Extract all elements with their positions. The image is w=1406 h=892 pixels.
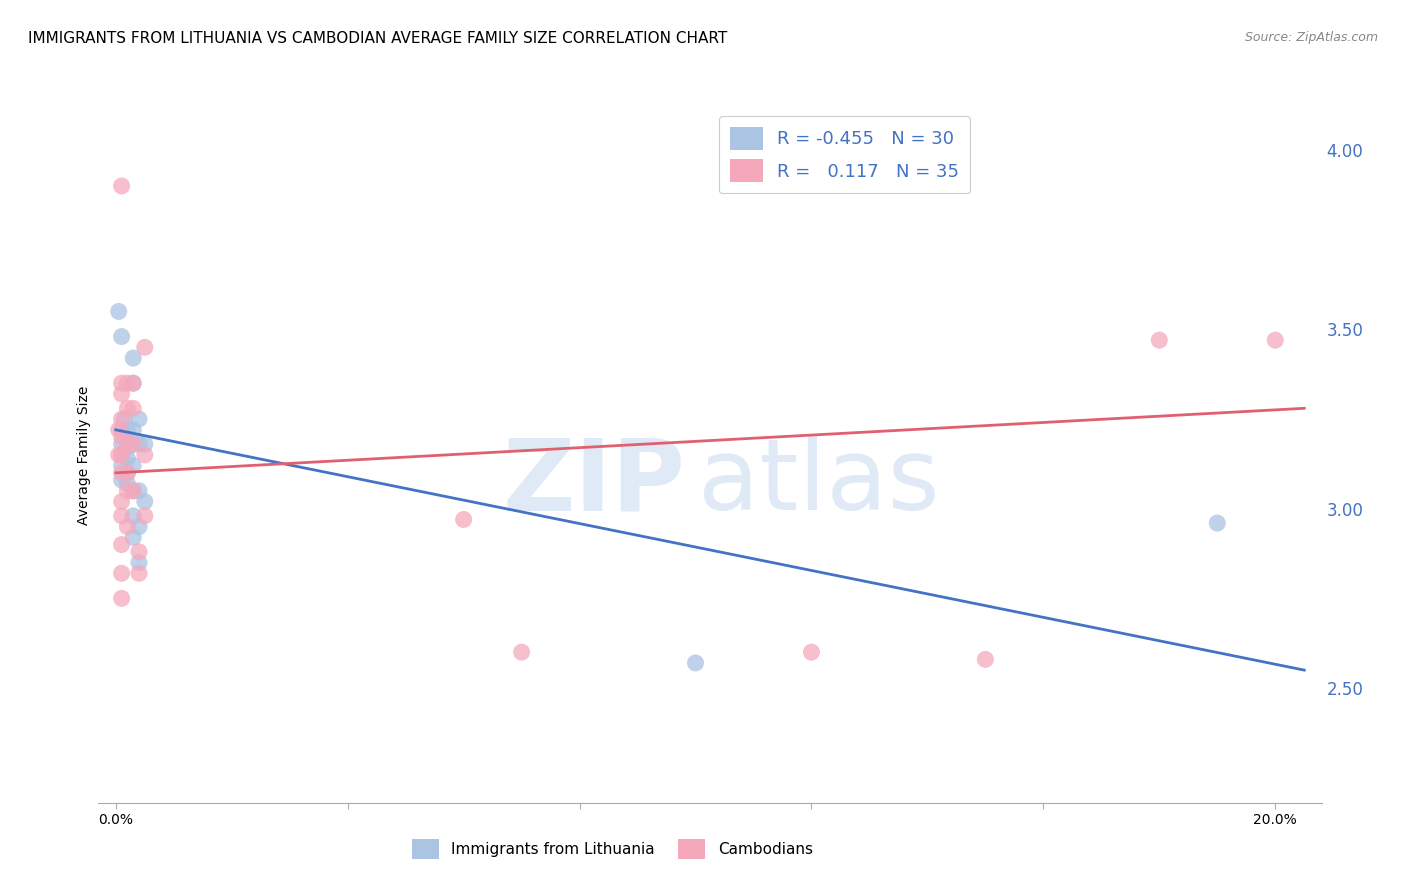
Point [117, 466, 139, 480]
Point [128, 437, 150, 451]
Point [134, 494, 156, 508]
Point [1206, 516, 1229, 530]
Point [117, 466, 139, 480]
Point [122, 437, 145, 451]
Point [128, 556, 150, 570]
Point [510, 645, 533, 659]
Point [122, 483, 145, 498]
Text: atlas: atlas [697, 434, 939, 532]
Point [107, 423, 129, 437]
Point [128, 519, 150, 533]
Point [453, 512, 475, 526]
Point [134, 437, 156, 451]
Point [110, 412, 132, 426]
Point [110, 178, 132, 193]
Point [974, 652, 997, 666]
Point [117, 476, 139, 491]
Point [1264, 333, 1286, 347]
Point [134, 340, 156, 354]
Point [122, 437, 145, 451]
Point [1149, 333, 1171, 347]
Legend: Immigrants from Lithuania, Cambodians: Immigrants from Lithuania, Cambodians [405, 833, 818, 864]
Point [117, 401, 139, 416]
Point [110, 458, 132, 473]
Point [117, 483, 139, 498]
Point [110, 430, 132, 444]
Text: IMMIGRANTS FROM LITHUANIA VS CAMBODIAN AVERAGE FAMILY SIZE CORRELATION CHART: IMMIGRANTS FROM LITHUANIA VS CAMBODIAN A… [28, 31, 727, 46]
Point [800, 645, 823, 659]
Text: ZIP: ZIP [503, 434, 686, 532]
Point [117, 376, 139, 391]
Point [122, 423, 145, 437]
Point [110, 448, 132, 462]
Point [122, 376, 145, 391]
Point [110, 466, 132, 480]
Point [128, 566, 150, 581]
Point [134, 448, 156, 462]
Point [122, 508, 145, 523]
Point [134, 508, 156, 523]
Point [685, 656, 707, 670]
Point [107, 304, 129, 318]
Point [110, 437, 132, 451]
Point [110, 376, 132, 391]
Point [110, 423, 132, 437]
Point [110, 387, 132, 401]
Point [110, 448, 132, 462]
Point [128, 545, 150, 559]
Point [117, 423, 139, 437]
Point [128, 483, 150, 498]
Point [114, 412, 136, 426]
Point [110, 591, 132, 606]
Y-axis label: Average Family Size: Average Family Size [77, 385, 91, 524]
Point [122, 376, 145, 391]
Text: Source: ZipAtlas.com: Source: ZipAtlas.com [1244, 31, 1378, 45]
Point [117, 441, 139, 455]
Point [122, 458, 145, 473]
Point [110, 538, 132, 552]
Point [110, 566, 132, 581]
Point [110, 508, 132, 523]
Point [117, 437, 139, 451]
Point [117, 451, 139, 466]
Point [110, 494, 132, 508]
Point [107, 448, 129, 462]
Point [122, 530, 145, 544]
Point [128, 412, 150, 426]
Point [110, 329, 132, 343]
Point [110, 473, 132, 487]
Point [122, 351, 145, 365]
Point [122, 483, 145, 498]
Point [117, 519, 139, 533]
Point [122, 401, 145, 416]
